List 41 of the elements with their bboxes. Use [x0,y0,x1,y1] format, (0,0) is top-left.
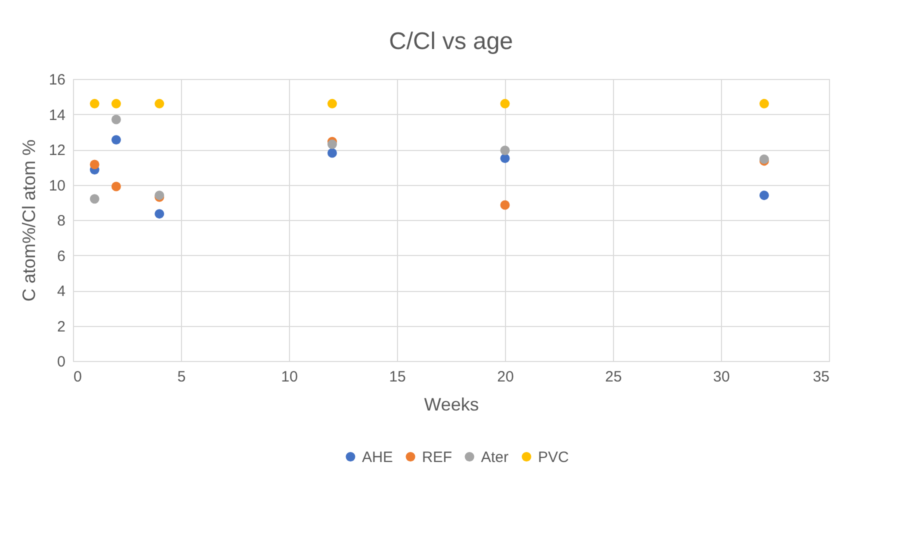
legend-label: AHE [362,448,393,466]
point [500,98,510,108]
point [327,139,337,149]
point [500,200,510,210]
x-tick-label: 5 [177,368,186,386]
y-tick-label: 2 [57,318,66,336]
y-tick-label: 16 [48,72,66,88]
y-tick-label: 4 [57,283,66,300]
y-tick-label: 10 [48,177,66,194]
y-tick-label: 12 [48,142,66,159]
point [111,98,121,108]
point [759,98,769,108]
y-tick-label: 6 [57,248,66,265]
point [111,182,121,192]
point [90,160,100,170]
legend-label: REF [422,448,452,466]
point [759,190,769,200]
x-tick-label: 0 [74,368,82,386]
y-axis-title: C atom%/Cl atom % [18,139,39,302]
point [500,146,510,156]
x-tick-label: 10 [281,368,298,386]
point [327,148,337,158]
x-tick-label: 25 [605,368,622,386]
y-tick-label: 8 [57,212,66,230]
y-tick-label: 0 [57,354,66,370]
x-tick-label: 20 [497,368,514,386]
y-tick-label: 14 [48,106,66,124]
x-tick-label: 15 [389,368,406,386]
point [111,135,121,145]
point [90,98,100,108]
point [154,209,164,219]
x-tick-label: 30 [713,368,730,386]
x-tick-label: 35 [812,368,830,386]
chart-title: C/Cl vs age [388,28,514,55]
x-axis-title: Weeks [424,394,479,414]
point [327,98,337,108]
point [90,194,100,204]
legend-label: Ater [481,448,509,466]
point [154,98,164,108]
legend-label: PVC [538,448,570,466]
point [111,114,121,124]
